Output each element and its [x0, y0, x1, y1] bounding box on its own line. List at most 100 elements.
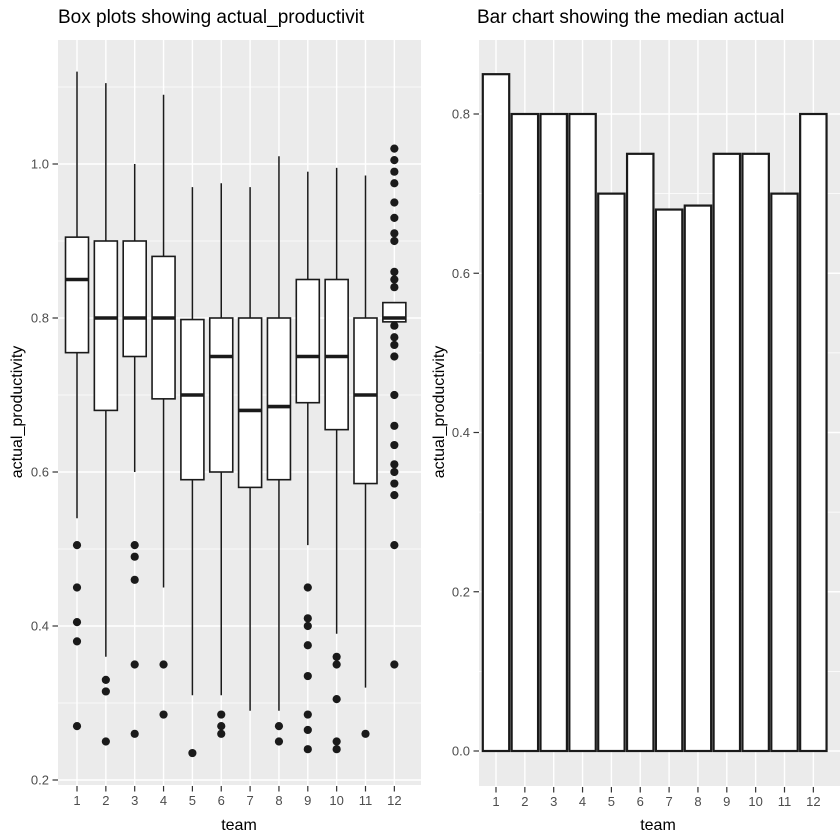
x-tick-label: 10 [748, 794, 762, 809]
bar-team-5 [597, 192, 626, 753]
outlier-dot-team-12 [390, 236, 399, 246]
bar-team-7 [654, 208, 684, 753]
y-tick-label: 0.0 [452, 744, 470, 759]
bar-axes: 0.00.20.40.60.81 2 3 4 5 6 7 8 9 10 11 12 [452, 107, 821, 810]
outlier-dot-team-4 [159, 710, 168, 719]
outlier-dot-team-9 [303, 745, 312, 754]
box-team-8 [266, 317, 292, 481]
outlier-dot-team-9 [303, 710, 312, 719]
x-tick-label: 12 [387, 793, 401, 808]
box-team-1 [64, 236, 90, 354]
outlier-dot-team-12 [390, 267, 399, 276]
outlier-dot-team-12 [390, 390, 399, 400]
outlier-dot-team-8 [274, 722, 284, 731]
outlier-dot-team-9 [303, 614, 312, 623]
box-team-3 [122, 240, 147, 358]
outlier-dot-team-1 [72, 583, 82, 592]
bar-chart: 0.00.20.40.60.81 2 3 4 5 6 7 8 9 10 11 12 Bar chart… [431, 7, 840, 834]
outlier-dot-team-6 [217, 729, 226, 738]
box-team-4 [151, 255, 176, 400]
outlier-dot-team-9 [303, 621, 312, 631]
outlier-dot-team-12 [390, 421, 399, 430]
x-tick-label: 11 [778, 794, 792, 809]
outlier-dot-team-3 [130, 729, 139, 738]
outlier-dot-team-4 [159, 660, 168, 669]
outlier-dot-team-9 [303, 671, 312, 681]
outlier-dot-team-1 [72, 722, 82, 731]
y-tick-label: 0.4 [452, 425, 470, 440]
box-team-6 [208, 317, 234, 473]
outlier-dot-team-12 [390, 156, 399, 165]
outlier-dot-team-12 [390, 167, 399, 176]
x-tick-label: 2 [521, 794, 528, 809]
box-team-11 [353, 317, 378, 485]
y-tick-label: 0.4 [31, 619, 49, 634]
boxplot-y-axis-title: actual_productivity [9, 346, 26, 479]
outlier-dot-team-3 [130, 660, 139, 669]
outlier-dot-team-8 [274, 737, 284, 746]
outlier-dot-team-12 [390, 333, 399, 342]
outlier-dot-team-12 [390, 541, 399, 550]
outlier-dot-team-10 [332, 737, 341, 746]
y-tick-label: 0.6 [31, 465, 49, 480]
boxplot-x-axis-title: team [221, 817, 257, 834]
x-tick-label: 1 [73, 793, 80, 808]
outlier-dot-team-5 [188, 748, 197, 758]
x-tick-label: 9 [723, 794, 730, 809]
y-tick-label: 0.2 [452, 584, 470, 599]
outlier-dot-team-12 [390, 283, 399, 292]
boxplot-marks [64, 71, 407, 758]
bar-x-axis-title: team [640, 817, 676, 834]
outlier-dot-team-3 [130, 552, 139, 561]
boxplot-title: Box plots showing actual_productivit [58, 7, 365, 28]
bar-title: Bar chart showing the median actual [477, 7, 784, 28]
x-tick-label: 3 [550, 794, 557, 809]
bar-team-2 [510, 112, 540, 753]
x-tick-label: 4 [160, 793, 167, 808]
x-tick-label: 11 [359, 793, 373, 808]
x-tick-label: 8 [275, 793, 282, 808]
outlier-dot-team-12 [390, 179, 399, 188]
outlier-dot-team-12 [390, 229, 399, 238]
outlier-dot-team-12 [390, 467, 399, 477]
x-tick-label: 2 [102, 793, 109, 808]
x-tick-label: 4 [579, 794, 586, 809]
outlier-dot-team-1 [72, 618, 82, 627]
x-tick-label: 9 [304, 793, 311, 808]
bar-team-8 [683, 204, 713, 753]
outlier-dot-team-10 [332, 660, 341, 669]
outlier-dot-team-3 [130, 541, 139, 550]
bar-y-axis-title: actual_productivity [431, 346, 448, 479]
outlier-dot-team-12 [390, 660, 399, 669]
bar-team-9 [712, 152, 742, 753]
x-tick-label: 3 [131, 793, 138, 808]
bar-team-3 [539, 112, 568, 753]
outlier-dot-team-12 [390, 460, 399, 469]
y-tick-label: 0.2 [31, 773, 49, 788]
outlier-dot-team-1 [72, 637, 82, 646]
outlier-dot-team-12 [390, 340, 399, 350]
outlier-dot-team-12 [390, 198, 399, 207]
x-tick-label: 7 [246, 793, 253, 808]
outlier-dot-team-9 [303, 725, 312, 735]
box-team-7 [237, 317, 263, 489]
boxplot-chart: 0.20.40.60.81.01 2 3 4 5 6 7 8 9 10 11 12 Box plots… [9, 7, 421, 834]
boxplot-axes: 0.20.40.60.81.01 2 3 4 5 6 7 8 9 10 11 12 [31, 157, 402, 809]
outlier-dot-team-9 [303, 583, 312, 592]
outlier-dot-team-9 [303, 641, 312, 650]
outlier-dot-team-12 [390, 144, 399, 153]
outlier-dot-team-2 [101, 737, 110, 746]
outlier-dot-team-11 [361, 729, 370, 738]
outlier-dot-team-3 [130, 575, 139, 584]
x-tick-label: 6 [637, 794, 644, 809]
y-tick-label: 0.6 [452, 266, 470, 281]
outlier-dot-team-1 [72, 541, 82, 550]
outlier-dot-team-12 [390, 213, 399, 222]
bar-team-10 [741, 152, 770, 753]
y-tick-label: 1.0 [31, 157, 49, 172]
bar-team-12 [799, 112, 828, 753]
outlier-dot-team-2 [101, 687, 110, 696]
outlier-dot-team-10 [332, 745, 341, 754]
bar-team-11 [770, 192, 799, 753]
